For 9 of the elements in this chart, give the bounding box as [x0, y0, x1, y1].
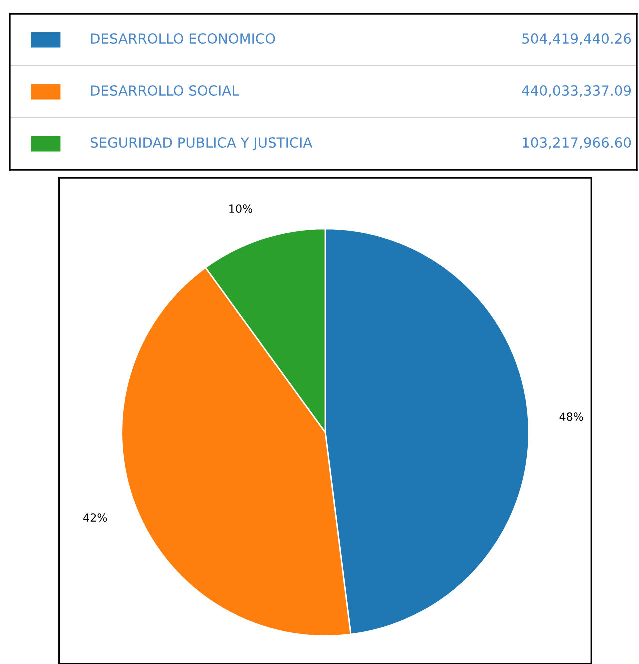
text: 504,419,440.26: [522, 34, 632, 46]
legend-label: DESARROLLO ECONOMICO: [91, 34, 276, 44]
text: 103,217,966.60: [523, 138, 632, 150]
text: 440,033,337.09: [522, 86, 632, 98]
data-label: 48%: [560, 412, 584, 422]
data-label: 10%: [230, 204, 253, 214]
legend-label: SEGURIDAD PUBLICA Y JUSTICIA: [90, 138, 313, 151]
data-label: 42%: [84, 514, 108, 522]
legend-label: DESARROLLO SOCIAL: [91, 86, 240, 96]
